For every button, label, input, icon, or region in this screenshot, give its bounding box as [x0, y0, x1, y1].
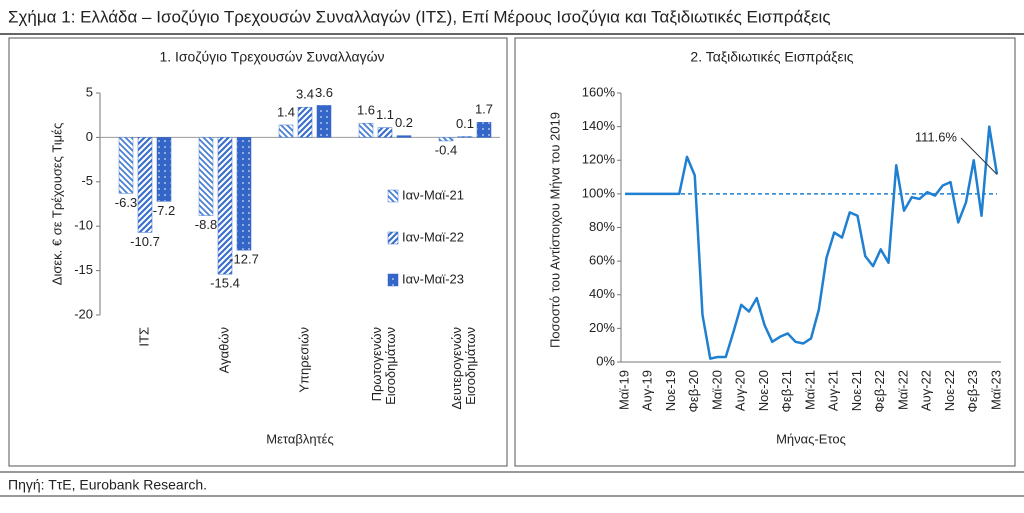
- legend-label: Ιαν-Μαϊ-23: [402, 271, 464, 286]
- y-tick-label: -20: [74, 306, 93, 321]
- x-tick-label: Φεβ-22: [872, 370, 887, 412]
- x-tick-label: Αυγ-20: [733, 370, 748, 411]
- y-tick-label: 0%: [596, 353, 615, 368]
- x-tick-label: Νοε-22: [942, 370, 957, 411]
- x-tick-label: Αυγ-21: [826, 370, 841, 411]
- y-tick-label: -5: [81, 173, 93, 188]
- x-tick-label: ΠρωτογενώνΕισοδημάτων: [369, 327, 398, 405]
- y-tick-label: 20%: [589, 320, 615, 335]
- data-label: 1.7: [475, 102, 493, 117]
- y-tick-label: 5: [86, 84, 93, 99]
- x-tick-label: Νοε-21: [849, 370, 864, 411]
- x-tick-label: Μαϊ-21: [802, 370, 817, 410]
- bar: [118, 137, 134, 194]
- annotation-leader: [960, 137, 998, 175]
- x-tick-label: Μαϊ-22: [895, 370, 910, 410]
- y-tick-label: -15: [74, 262, 93, 277]
- x-tick-label: Μαϊ-23: [988, 370, 1003, 410]
- panel-frame: [8, 37, 508, 467]
- chart-title: 2. Ταξιδιωτικές Εισπράξεις: [690, 49, 853, 65]
- data-label: 0.2: [395, 115, 413, 130]
- data-label: -8.8: [195, 217, 217, 232]
- x-tick-label: ΙΤΣ: [136, 327, 151, 347]
- x-axis-label: Μήνας-Ετος: [776, 431, 846, 446]
- bar: [156, 137, 172, 202]
- data-label: 111.6%: [915, 129, 958, 144]
- x-tick-label: Αγαθών: [216, 327, 231, 373]
- bar: [377, 127, 393, 138]
- data-label: -0.4: [435, 142, 457, 157]
- bar: [438, 137, 454, 142]
- y-tick-label: 60%: [589, 253, 615, 268]
- y-tick-label: 0: [86, 129, 93, 144]
- data-label: 3.6: [315, 85, 333, 100]
- legend-label: Ιαν-Μαϊ-22: [402, 229, 464, 244]
- y-axis-label: Ποσοστό του Αντίστοιχου Μήνα του 2019: [547, 112, 562, 348]
- y-tick-label: 140%: [582, 118, 616, 133]
- x-tick-label: Μαϊ-20: [709, 370, 724, 410]
- x-tick-label: Νοε-19: [663, 370, 678, 411]
- data-label: -10.7: [130, 234, 160, 249]
- data-label: -15.4: [210, 276, 240, 291]
- x-tick-label: ΔευτερογενώνΕισοδημάτων: [449, 327, 478, 410]
- x-tick-label: Αυγ-19: [640, 370, 655, 411]
- x-tick-label: Μαϊ-19: [616, 370, 631, 410]
- bar: [217, 137, 233, 275]
- x-tick-label: Νοε-20: [756, 370, 771, 411]
- x-tick-label: Υπηρεσιών: [296, 327, 311, 393]
- x-tick-label: Φεβ-23: [965, 370, 980, 412]
- panel-frame: [514, 37, 1016, 467]
- data-label: 3.4: [296, 87, 314, 102]
- x-tick-label: Φεβ-21: [779, 370, 794, 412]
- data-label: -6.3: [115, 195, 137, 210]
- legend-swatch: [387, 273, 399, 287]
- bar: [236, 137, 252, 251]
- legend-swatch: [387, 231, 399, 245]
- figure-title: Σχήμα 1: Ελλάδα – Ισοζύγιο Τρεχουσών Συν…: [8, 7, 831, 26]
- x-axis-label: Μεταβλητές: [266, 431, 334, 446]
- y-tick-label: 40%: [589, 286, 615, 301]
- y-axis-label: Δισεκ. € σε Τρέχουσες Τιμές: [49, 123, 64, 285]
- bar: [358, 122, 374, 138]
- y-tick-label: 120%: [582, 152, 616, 167]
- bar: [278, 124, 294, 138]
- y-tick-label: 100%: [582, 185, 616, 200]
- bar: [137, 137, 153, 233]
- source: Πηγή: ΤτΕ, Eurobank Research.: [8, 477, 207, 493]
- x-tick-label: Φεβ-20: [686, 370, 701, 412]
- data-label: 1.6: [357, 103, 375, 118]
- legend-label: Ιαν-Μαϊ-21: [402, 187, 464, 202]
- data-label: 1.1: [376, 107, 394, 122]
- bar: [396, 135, 412, 138]
- data-label: -7.2: [153, 203, 175, 218]
- y-tick-label: 80%: [589, 219, 615, 234]
- chart-title: 1. Ισοζύγιο Τρεχουσών Συναλλαγών: [159, 49, 384, 65]
- data-label: 1.4: [277, 104, 295, 119]
- data-label: -12.7: [229, 252, 259, 267]
- bar: [198, 137, 214, 216]
- bar: [476, 122, 492, 138]
- bar: [316, 105, 332, 138]
- bar: [297, 106, 313, 138]
- data-label: 0.1: [456, 116, 474, 131]
- legend-swatch: [387, 189, 399, 203]
- y-tick-label: -10: [74, 218, 93, 233]
- x-tick-label: Αυγ-22: [919, 370, 934, 411]
- line: [625, 125, 999, 360]
- bar: [457, 136, 473, 138]
- y-tick-label: 160%: [582, 84, 616, 99]
